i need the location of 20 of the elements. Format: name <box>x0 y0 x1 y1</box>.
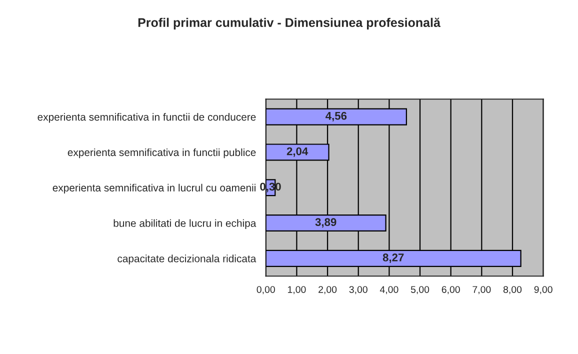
data-label: 8,27 <box>382 254 404 264</box>
x-tick-label: 6,00 <box>442 286 460 294</box>
data-label: 4,56 <box>326 112 347 122</box>
x-tick-label: 3,00 <box>349 286 368 294</box>
x-tick-label: 0,00 <box>256 286 275 294</box>
x-tick-label: 1,00 <box>288 286 306 294</box>
data-label: 3,89 <box>315 218 336 228</box>
x-tick-label: 5,00 <box>410 286 430 294</box>
chart-title: Profil primar cumulativ - Dimensiunea profesională <box>138 18 441 30</box>
x-tick-label: 2,00 <box>318 286 337 294</box>
x-tick-label: 8,00 <box>503 286 522 294</box>
y-tick-label: experienta semnificativa in lucrul cu oamenii <box>52 184 256 194</box>
y-tick-label: experienta semnificativa in functii de conducere <box>38 113 256 123</box>
y-tick-label: bune abilitati de lucru in echipa <box>114 219 256 229</box>
x-tick-label: 9,00 <box>534 286 552 294</box>
x-tick-label: 7,00 <box>472 286 491 294</box>
x-tick-label: 4,00 <box>380 286 398 294</box>
y-tick-label: capacitate decizionala ridicata <box>118 254 256 264</box>
y-tick-label: experienta semnificativa in functii publice <box>68 148 256 158</box>
data-label: 2,04 <box>286 147 308 157</box>
